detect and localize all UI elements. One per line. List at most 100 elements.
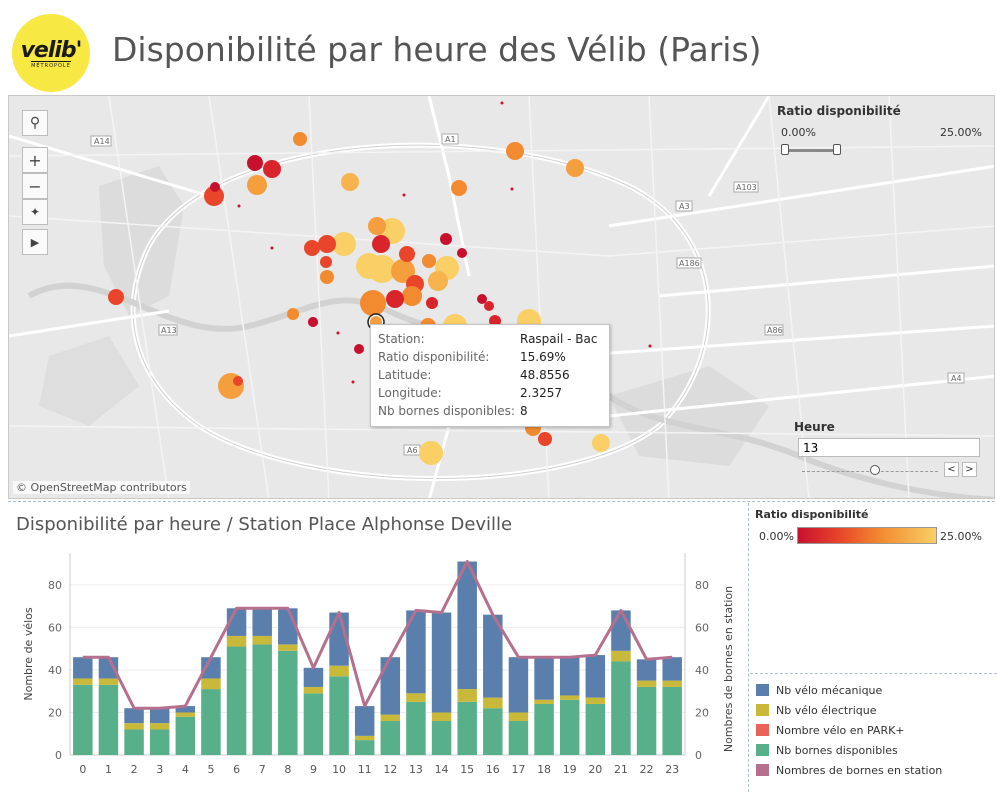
- y2-tick-label: 60: [695, 621, 709, 634]
- bar-segment: [329, 676, 349, 755]
- bar-segment: [559, 657, 580, 696]
- heure-slider[interactable]: [802, 471, 938, 472]
- station-tooltip: Station: Raspail - Bac Ratio disponibilit…: [370, 324, 610, 427]
- bar-segment: [149, 708, 170, 724]
- bar-segment: [611, 610, 631, 651]
- bar-segment: [303, 686, 324, 694]
- bar-segment: [380, 657, 401, 715]
- legend-item[interactable]: Nombres de bornes en station: [756, 760, 991, 780]
- bar-segment: [124, 708, 144, 724]
- legend-item[interactable]: Nb vélo mécanique: [756, 680, 991, 700]
- road-label: A14: [94, 137, 110, 146]
- ratio-filter: Ratio disponibilité 0.00% 25.00%: [777, 104, 982, 164]
- bar-segment: [559, 695, 580, 700]
- tooltip-value: 15.69%: [520, 350, 566, 364]
- legend-item[interactable]: Nb vélo électrique: [756, 700, 991, 720]
- stations-capacity-line: [82, 560, 673, 710]
- heure-next-button[interactable]: >: [962, 462, 977, 477]
- bar-segment: [175, 716, 196, 755]
- tooltip-key: Longitude:: [378, 386, 442, 400]
- pin-off-icon[interactable]: ✦: [22, 199, 48, 225]
- bar-segment: [585, 655, 606, 698]
- bar-segment: [278, 650, 298, 755]
- bar-segment: [585, 703, 606, 755]
- bar-segment: [636, 680, 657, 687]
- tooltip-key: Latitude:: [378, 368, 432, 382]
- y2-tick-label: 80: [695, 579, 709, 592]
- divider: [748, 503, 749, 792]
- bar-segment: [98, 678, 119, 685]
- bar-segment: [483, 697, 503, 709]
- divider: [8, 501, 995, 502]
- bar-segment: [354, 706, 375, 736]
- color-legend-min: 0.00%: [759, 530, 794, 543]
- map-attribution[interactable]: © OpenStreetMap contributors: [13, 481, 190, 494]
- legend-item[interactable]: Nombre vélo en PARK+: [756, 720, 991, 740]
- ratio-filter-min-handle[interactable]: [781, 144, 789, 155]
- road-label: A3: [679, 202, 690, 211]
- bar-segment: [73, 657, 93, 679]
- x-tick-label: 11: [358, 763, 372, 776]
- road-label: A186: [679, 259, 700, 268]
- x-tick-label: 3: [156, 763, 163, 776]
- ratio-filter-max-handle[interactable]: [833, 144, 841, 155]
- zoom-out-icon[interactable]: −: [22, 173, 48, 199]
- y2-tick-label: 0: [695, 749, 702, 762]
- bar-segment: [380, 714, 401, 721]
- tooltip-value: 2.3257: [520, 386, 562, 400]
- ratio-filter-max: 25.00%: [940, 126, 982, 139]
- heure-filter-label: Heure: [794, 420, 835, 434]
- bar-segment: [457, 561, 477, 690]
- tooltip-key: Station:: [378, 332, 425, 346]
- bar-segment: [611, 661, 631, 755]
- legend-label: Nb vélo électrique: [776, 703, 877, 717]
- bar-segment: [252, 644, 272, 755]
- bar-segment: [73, 684, 93, 755]
- bar-segment: [431, 612, 452, 713]
- legend-swatch: [756, 724, 769, 736]
- color-legend-label: Ratio disponibilité: [755, 508, 869, 521]
- heure-prev-button[interactable]: <: [944, 462, 959, 477]
- road-label: A6: [407, 446, 418, 455]
- x-tick-label: 20: [588, 763, 602, 776]
- bar-segment: [149, 723, 170, 730]
- y-tick-label: 80: [48, 579, 62, 592]
- y-tick-label: 20: [48, 706, 62, 719]
- bar-segment: [303, 667, 324, 687]
- chart-title: Disponibilité par heure / Station Place …: [16, 514, 513, 535]
- legend-label: Nombres de bornes en station: [776, 763, 943, 777]
- station-map[interactable]: A14 A1 A103 A3 A186 A13 A86 A4 A6: [8, 95, 995, 499]
- bar-segment: [329, 665, 349, 677]
- x-tick-label: 15: [460, 763, 474, 776]
- bar-segment: [636, 686, 657, 755]
- x-tick-label: 6: [233, 763, 240, 776]
- bar-segment: [457, 701, 477, 755]
- legend-item[interactable]: Nb bornes disponibles: [756, 740, 991, 760]
- zoom-in-icon[interactable]: +: [22, 147, 48, 173]
- search-icon[interactable]: ⚲: [22, 110, 48, 136]
- play-icon[interactable]: ▶: [22, 229, 48, 255]
- heure-input[interactable]: [798, 438, 980, 457]
- x-tick-label: 7: [259, 763, 266, 776]
- bar-segment: [534, 657, 554, 700]
- road-label: A13: [161, 326, 177, 335]
- bar-segment: [431, 720, 452, 755]
- ratio-filter-label: Ratio disponibilité: [777, 104, 901, 118]
- bar-segment: [662, 686, 682, 755]
- x-tick-label: 23: [665, 763, 679, 776]
- tooltip-key: Ratio disponibilité:: [378, 350, 490, 364]
- x-tick-label: 17: [511, 763, 525, 776]
- y2-axis-title: Nombres de bornes en station: [722, 586, 735, 752]
- bar-segment: [406, 693, 426, 702]
- logo-sub: MÉTROPOLE: [31, 60, 71, 69]
- tooltip-value: Raspail - Bac: [520, 332, 598, 346]
- heure-slider-handle[interactable]: [870, 465, 881, 475]
- bar-segment: [611, 650, 631, 662]
- ratio-filter-track[interactable]: [785, 149, 839, 152]
- legend-label: Nb bornes disponibles: [776, 743, 898, 757]
- road-label: A4: [951, 374, 962, 383]
- legend-swatch: [756, 744, 769, 756]
- map-background: A14 A1 A103 A3 A186 A13 A86 A4 A6: [9, 96, 994, 498]
- legend-swatch: [756, 704, 769, 716]
